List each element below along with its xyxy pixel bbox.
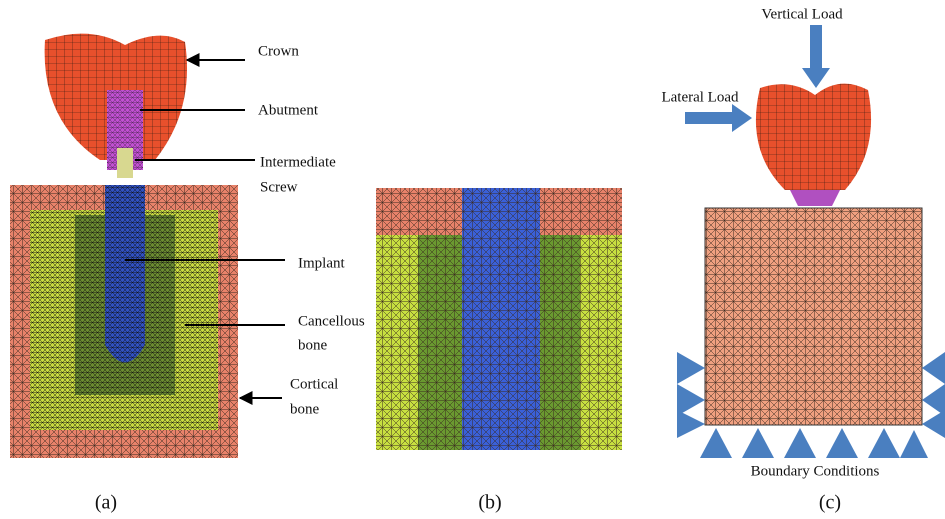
caption: (a) (95, 492, 117, 514)
abutment (790, 190, 840, 206)
mesh (756, 84, 871, 190)
label: Cortical (290, 376, 338, 392)
label: Vertical Load (761, 6, 843, 22)
mesh (376, 188, 622, 450)
label: Screw (260, 179, 298, 195)
panel-a: Crown Abutment Intermediate Screw Implan… (10, 34, 365, 514)
mesh (705, 208, 922, 425)
screw (117, 148, 133, 178)
panel-b: (b) (376, 188, 622, 514)
label: Lateral Load (661, 89, 739, 105)
label: bone (298, 337, 328, 353)
label: Abutment (258, 102, 319, 118)
panel-c: Vertical Load Lateral Load Boundary Cond… (661, 6, 945, 513)
lateral-load-arrow (685, 104, 752, 132)
caption: (b) (478, 492, 501, 514)
label: bone (290, 401, 320, 417)
caption: (c) (819, 492, 841, 514)
mesh (105, 185, 145, 363)
label: Implant (298, 255, 345, 271)
label: Boundary Conditions (751, 463, 880, 479)
label: Crown (258, 43, 299, 59)
figure: Crown Abutment Intermediate Screw Implan… (0, 0, 945, 519)
label: Intermediate (260, 154, 336, 170)
vertical-load-arrow (802, 25, 830, 88)
label: Cancellous (298, 313, 365, 329)
